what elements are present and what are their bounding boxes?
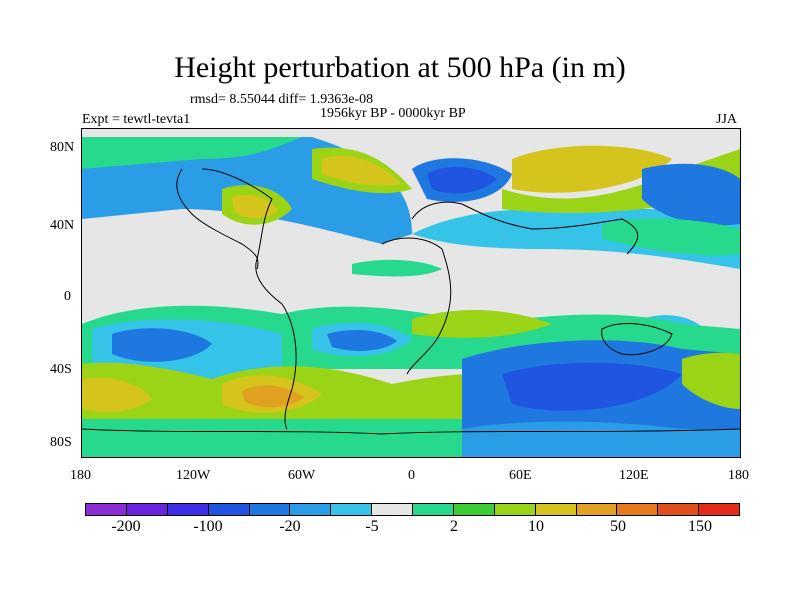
contour-westpacific-green bbox=[602, 218, 740, 256]
colorbar-swatch bbox=[372, 504, 413, 515]
colorbar-swatch bbox=[658, 504, 700, 515]
experiment-label: Expt = tewtl-tevta1 bbox=[82, 112, 191, 127]
colorbar-label: -5 bbox=[365, 518, 379, 535]
colorbar-swatch bbox=[617, 504, 659, 515]
colorbar-swatch bbox=[249, 504, 291, 515]
contour-nepacific-yellow bbox=[512, 145, 672, 193]
plot-title: Height perturbation at 500 hPa (in m) bbox=[174, 51, 626, 84]
y-tick-label: 40N bbox=[50, 218, 75, 233]
x-tick-label: 60W bbox=[288, 468, 316, 483]
y-tick-label: 80S bbox=[50, 435, 72, 450]
colorbar-swatch bbox=[699, 504, 739, 515]
colorbar-swatch bbox=[576, 504, 618, 515]
period-label: 1956kyr BP - 0000kyr BP bbox=[320, 106, 466, 121]
colorbar-swatch bbox=[535, 504, 577, 515]
colorbar-swatch bbox=[413, 504, 454, 515]
colorbar-swatch bbox=[126, 504, 168, 515]
colorbar-swatch bbox=[208, 504, 250, 515]
contour-sh-east-darkblue bbox=[502, 362, 682, 411]
colorbar-swatch bbox=[290, 504, 332, 515]
colorbar-swatch bbox=[494, 504, 536, 515]
contour-caribbean-green bbox=[352, 259, 442, 277]
x-tick-label: 0 bbox=[408, 468, 415, 483]
contour-sh-pacific-blue bbox=[112, 328, 212, 362]
contour-sh-yellow-west bbox=[82, 377, 152, 412]
map-plot-area bbox=[81, 128, 741, 458]
contour-sh-orange-center bbox=[242, 385, 304, 408]
contour-arctic-green bbox=[82, 137, 302, 169]
colorbar-label: -200 bbox=[111, 518, 141, 535]
season-label: JJA bbox=[716, 112, 738, 127]
x-tick-label: 180 bbox=[70, 468, 91, 483]
contour-eurasia-yellow bbox=[322, 155, 402, 186]
x-tick-label: 180 bbox=[728, 468, 749, 483]
colorbar-label: -20 bbox=[279, 518, 301, 535]
contour-npacific-blue bbox=[642, 163, 740, 226]
colorbar-swatch bbox=[167, 504, 209, 515]
x-tick-label: 120W bbox=[176, 468, 211, 483]
contour-sh-yellow-green-east bbox=[682, 352, 740, 409]
contour-antarctic-green bbox=[82, 419, 462, 457]
y-tick-label: 40S bbox=[50, 362, 72, 377]
colorbar-label: -100 bbox=[193, 518, 223, 535]
colorbar-swatch bbox=[453, 504, 495, 515]
colorbar-label: 2 bbox=[450, 518, 458, 535]
contour-sh-atlantic-blue bbox=[327, 329, 397, 351]
x-tick-label: 120E bbox=[619, 468, 649, 483]
colorbar-swatch bbox=[331, 504, 373, 515]
colorbar-swatch bbox=[86, 504, 127, 515]
colorbar-label: 50 bbox=[610, 518, 626, 535]
y-tick-label: 0 bbox=[64, 289, 71, 304]
colorbar-label: 150 bbox=[688, 518, 712, 535]
x-tick-label: 60E bbox=[509, 468, 532, 483]
contour-siberia-darkblue bbox=[427, 167, 497, 194]
coastlines bbox=[82, 168, 740, 435]
y-tick-label: 80N bbox=[50, 140, 75, 155]
colorbar-label: 10 bbox=[528, 518, 544, 535]
stats-text: rmsd= 8.55044 diff= 1.9363e-08 bbox=[190, 92, 374, 107]
colorbar bbox=[85, 503, 740, 516]
height-perturbation-map bbox=[82, 129, 740, 457]
